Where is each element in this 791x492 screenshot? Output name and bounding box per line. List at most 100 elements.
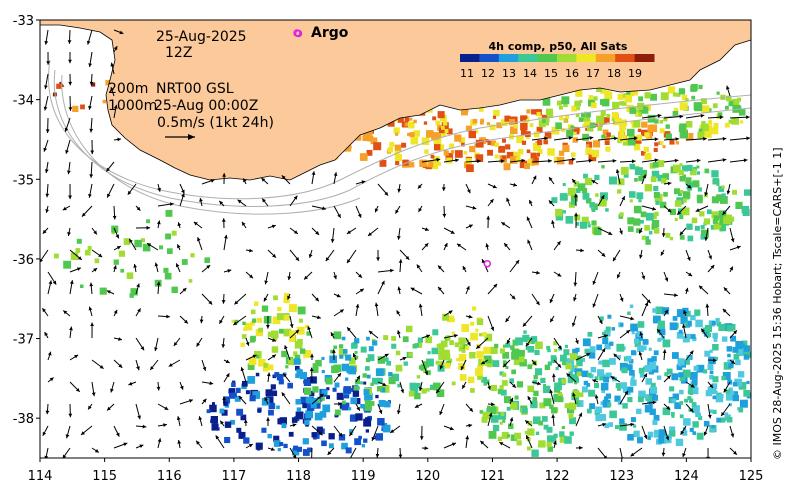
current-arrowhead bbox=[544, 136, 548, 141]
current-arrowhead bbox=[589, 136, 594, 140]
sst-pixel bbox=[543, 384, 547, 387]
sst-pixel bbox=[395, 364, 403, 372]
argo-legend-icon bbox=[293, 29, 301, 37]
sst-pixel bbox=[535, 368, 543, 376]
sst-pixel bbox=[663, 192, 668, 197]
sst-pixel bbox=[232, 380, 236, 384]
sst-pixel bbox=[654, 119, 659, 124]
sst-pixel bbox=[691, 84, 698, 91]
sst-pixel bbox=[535, 341, 543, 350]
current-arrowhead bbox=[69, 326, 73, 331]
current-arrowhead bbox=[94, 449, 99, 453]
current-arrowhead bbox=[287, 276, 292, 281]
sst-pixel bbox=[633, 218, 641, 226]
current-arrowhead bbox=[352, 353, 357, 358]
current-arrowhead bbox=[177, 244, 181, 249]
sst-pixel bbox=[726, 95, 732, 102]
current-arrowhead bbox=[626, 330, 630, 334]
sst-pixel bbox=[657, 320, 665, 328]
sst-pixel bbox=[617, 400, 623, 405]
sst-pixel bbox=[653, 350, 659, 356]
sst-pixel bbox=[383, 335, 389, 341]
sst-pixel bbox=[700, 225, 705, 230]
sst-pixel bbox=[603, 335, 609, 341]
sst-pixel bbox=[708, 119, 712, 123]
sst-pixel bbox=[678, 88, 686, 95]
sst-pixel bbox=[344, 393, 350, 399]
current-arrowhead bbox=[42, 431, 47, 436]
sst-pixel bbox=[636, 228, 641, 233]
sst-pixel bbox=[479, 120, 484, 125]
sst-pixel bbox=[231, 319, 235, 323]
sst-pixel bbox=[527, 385, 534, 393]
sst-pixel bbox=[190, 253, 195, 258]
sst-pixel bbox=[334, 413, 339, 418]
sst-pixel bbox=[311, 397, 318, 404]
sst-pixel bbox=[696, 194, 703, 201]
current-arrowhead bbox=[390, 268, 394, 273]
sst-pixel bbox=[638, 367, 645, 374]
current-arrowhead bbox=[62, 454, 67, 458]
sst-pixel bbox=[724, 412, 729, 416]
current-arrowhead bbox=[196, 342, 200, 347]
sst-pixel bbox=[288, 304, 297, 313]
sst-pixel bbox=[743, 345, 750, 352]
sst-pixel bbox=[673, 164, 681, 173]
sst-pixel bbox=[685, 333, 691, 340]
sst-pixel bbox=[685, 320, 692, 327]
sst-pixel bbox=[637, 345, 644, 352]
sst-pixel bbox=[653, 315, 661, 324]
sst-pixel bbox=[666, 368, 673, 375]
sst-pixel bbox=[652, 161, 659, 168]
product-label: NRT00 GSL bbox=[156, 81, 234, 97]
current-arrowhead bbox=[675, 137, 680, 141]
current-arrowhead bbox=[436, 157, 441, 162]
sst-pixel bbox=[595, 193, 599, 197]
sst-pixel bbox=[99, 287, 107, 295]
sst-pixel bbox=[549, 404, 554, 409]
sst-pixel bbox=[494, 154, 499, 159]
sst-pixel bbox=[362, 373, 367, 378]
sst-pixel bbox=[271, 330, 279, 339]
current-arrowhead bbox=[551, 414, 556, 418]
sst-pixel bbox=[559, 193, 568, 201]
sst-pixel bbox=[674, 402, 681, 409]
sst-pixel bbox=[604, 135, 610, 141]
current-arrowhead bbox=[48, 280, 53, 285]
sst-pixel bbox=[274, 372, 280, 378]
current-arrowhead bbox=[127, 190, 132, 195]
sst-pixel bbox=[644, 92, 651, 99]
current-arrowhead bbox=[113, 104, 118, 109]
sst-pixel bbox=[520, 130, 527, 136]
argo-float-marker[interactable] bbox=[483, 259, 492, 268]
sst-pixel bbox=[465, 345, 470, 351]
sst-pixel bbox=[661, 178, 667, 184]
sst-pixel bbox=[622, 101, 627, 106]
current-arrowhead bbox=[88, 306, 93, 311]
sst-pixel bbox=[703, 420, 710, 427]
sst-pixel bbox=[562, 183, 566, 187]
sst-pixel bbox=[633, 144, 641, 151]
sst-pixel bbox=[329, 355, 337, 364]
sst-pixel bbox=[679, 215, 684, 220]
sst-pixel bbox=[547, 348, 551, 353]
sst-pixel bbox=[701, 105, 710, 114]
current-arrowhead bbox=[81, 431, 85, 435]
current-arrowhead bbox=[156, 220, 161, 225]
current-arrowhead bbox=[264, 280, 268, 285]
current-arrowhead bbox=[679, 231, 684, 236]
current-arrowhead bbox=[601, 348, 606, 353]
sst-pixel bbox=[660, 92, 669, 101]
sst-pixel bbox=[661, 336, 665, 340]
sst-pixel bbox=[698, 416, 703, 421]
current-arrowhead bbox=[225, 359, 230, 363]
sst-pixel bbox=[583, 115, 590, 122]
sst-pixel bbox=[506, 434, 510, 438]
current-arrowhead bbox=[573, 193, 578, 198]
sst-pixel bbox=[338, 434, 346, 441]
current-time-label: 25-Aug 00:00Z bbox=[154, 98, 259, 114]
sst-pixel bbox=[276, 405, 280, 410]
legend-tick-label: 16 bbox=[565, 67, 579, 80]
current-arrowhead bbox=[687, 184, 692, 189]
current-arrowhead bbox=[169, 202, 174, 206]
